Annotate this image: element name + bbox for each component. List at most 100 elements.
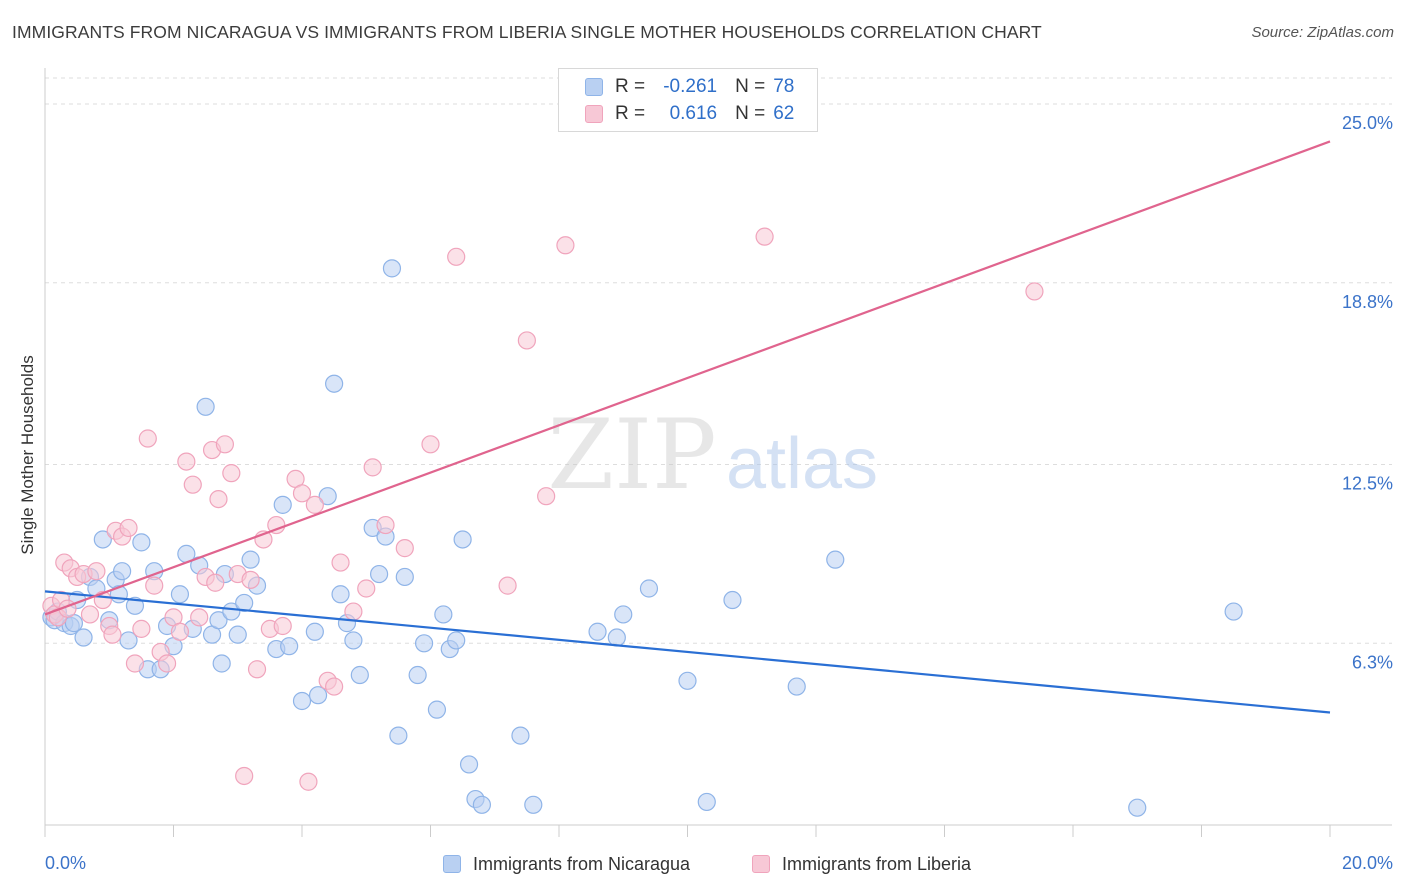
bottom-legend-swatch-liberia (752, 855, 770, 873)
liberia-trend-line (44, 140, 1331, 616)
y-tick-label: 18.8% (1342, 292, 1393, 312)
nicaragua-trend-line (44, 590, 1331, 714)
liberia-point (103, 625, 122, 644)
nicaragua-point (196, 397, 215, 416)
watermark-atlas: atlas (726, 424, 878, 504)
x-tick-label: 0.0% (45, 853, 86, 873)
liberia-point (206, 573, 225, 592)
nicaragua-point (723, 590, 742, 610)
legend-r-value: -0.261 (663, 76, 718, 97)
x-tick-label: 20.0% (1342, 853, 1393, 873)
nicaragua-point (453, 530, 472, 549)
liberia-point (157, 654, 177, 673)
liberia-point (556, 236, 575, 255)
nicaragua-point (678, 671, 697, 690)
nicaragua-point (305, 622, 324, 641)
liberia-point (498, 576, 517, 595)
liberia-point (517, 331, 536, 350)
legend-r-label: R = (615, 76, 646, 97)
legend-row-liberia: R = 0.616 N = 62 (585, 102, 794, 126)
nicaragua-point (235, 593, 254, 613)
liberia-point (222, 464, 241, 483)
nicaragua-point (325, 374, 344, 393)
bottom-legend-label-nicaragua: Immigrants from Nicaragua (473, 853, 691, 874)
liberia-point (325, 677, 344, 696)
liberia-point (235, 766, 254, 786)
y-tick-label: 6.3% (1352, 652, 1393, 672)
liberia-point (447, 247, 466, 266)
liberia-point (273, 616, 292, 636)
liberia-point (305, 495, 324, 514)
watermark-zip: ZIP (547, 399, 716, 511)
nicaragua-point (826, 550, 845, 569)
nicaragua-point (228, 625, 247, 644)
legend-r-label: R = (615, 103, 646, 124)
nicaragua-point (395, 567, 414, 587)
nicaragua-point (607, 628, 626, 647)
nicaragua-point (427, 700, 447, 719)
nicaragua-point (382, 259, 402, 278)
legend-n-label: N = (735, 103, 766, 124)
liberia-point (344, 602, 363, 621)
source-label: Source: ZipAtlas.com (1251, 24, 1394, 41)
liberia-point (145, 576, 164, 595)
liberia-point (363, 458, 382, 477)
liberia-point (87, 562, 106, 581)
correlation-legend: R = -0.261 N = 78 R = 0.616 N = 62 (558, 68, 818, 132)
nicaragua-point (370, 564, 389, 584)
nicaragua-point (119, 631, 138, 650)
nicaragua-point (112, 562, 132, 581)
watermark: ZIP atlas (547, 399, 878, 511)
legend-r-value: 0.616 (669, 103, 718, 124)
nicaragua-point (697, 792, 716, 812)
nicaragua-point (241, 550, 260, 569)
bottom-legend-liberia: Immigrants from Liberia (752, 852, 971, 876)
liberia-point (177, 452, 196, 471)
liberia-point (537, 487, 556, 506)
legend-n-value: 78 (773, 76, 795, 97)
data-points (42, 227, 1243, 817)
liberia-point (292, 484, 312, 503)
chart-title: IMMIGRANTS FROM NICARAGUA VS IMMIGRANTS … (12, 22, 1042, 42)
trend-lines (44, 140, 1331, 714)
nicaragua-point (472, 795, 491, 814)
liberia-point (1025, 282, 1044, 301)
nicaragua-point (292, 691, 312, 711)
nicaragua-point (308, 686, 328, 705)
liberia-point (138, 429, 157, 448)
nicaragua-point (222, 602, 241, 621)
nicaragua-point (212, 654, 231, 673)
nicaragua-point (524, 795, 543, 814)
nicaragua-point (318, 487, 337, 506)
y-tick-label: 12.5% (1342, 473, 1393, 493)
nicaragua-point (408, 665, 427, 685)
liberia-point (125, 654, 145, 673)
tick-labels: 6.3% 12.5% 18.8% 25.0% 0.0% 20.0% (45, 113, 1393, 873)
bottom-legend-nicaragua: Immigrants from Nicaragua (443, 852, 690, 876)
nicaragua-point (614, 605, 633, 624)
legend-swatch-nicaragua (585, 78, 603, 96)
nicaragua-point (350, 665, 369, 685)
bottom-legend-label-liberia: Immigrants from Liberia (782, 853, 972, 874)
liberia-point (241, 570, 260, 589)
bottom-legend-swatch-nicaragua (443, 855, 461, 873)
nicaragua-point (588, 622, 607, 641)
nicaragua-point (787, 677, 806, 696)
liberia-point (421, 435, 440, 454)
nicaragua-point (344, 631, 363, 650)
nicaragua-point (280, 637, 299, 656)
legend-swatch-liberia (585, 105, 603, 123)
nicaragua-point (331, 585, 350, 604)
x-axis (44, 68, 1392, 837)
liberia-point (190, 608, 209, 627)
y-tick-label: 25.0% (1342, 113, 1393, 133)
liberia-point (119, 518, 138, 538)
legend-n-value: 62 (773, 103, 795, 124)
liberia-point (376, 515, 395, 535)
nicaragua-point (132, 533, 151, 552)
nicaragua-point (1128, 798, 1147, 817)
nicaragua-point (125, 596, 145, 615)
liberia-point (299, 772, 318, 791)
nicaragua-point (74, 628, 93, 647)
